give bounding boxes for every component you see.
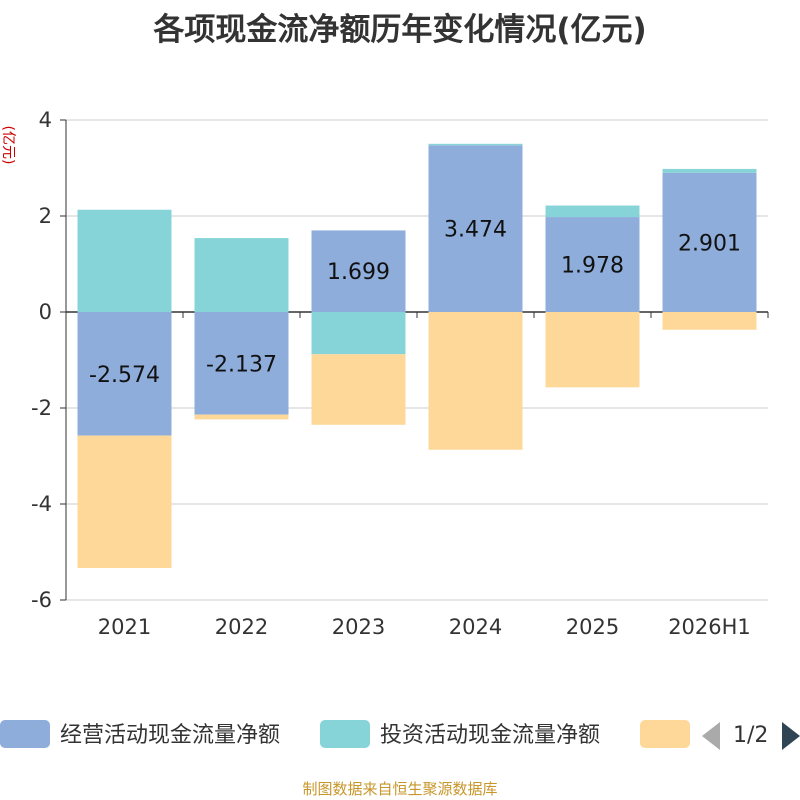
legend-page-indicator: 1/2 <box>733 723 768 748</box>
legend-swatch-3[interactable] <box>640 720 690 748</box>
bar-series-2-2021[interactable] <box>77 209 172 312</box>
bar-series-3-2021[interactable] <box>77 435 172 569</box>
bar-series-3-2025[interactable] <box>545 312 640 388</box>
data-label-2026H1: 2.901 <box>678 231 741 256</box>
data-source-note: 制图数据来自恒生聚源数据库 <box>302 780 498 798</box>
x-tick-label-2026H1: 2026H1 <box>668 615 751 639</box>
legend-next-page-icon[interactable] <box>782 722 800 750</box>
legend-swatch-1[interactable] <box>0 720 50 748</box>
y-tick-label: 0 <box>39 300 52 324</box>
data-label-2025: 1.978 <box>561 254 624 279</box>
bar-series-1-2024[interactable] <box>428 145 523 312</box>
bar-series-2-2026H1[interactable] <box>662 168 757 173</box>
bar-series-2-2023[interactable] <box>311 312 406 355</box>
data-label-2021: -2.574 <box>89 363 160 388</box>
legend-label-2[interactable]: 投资活动现金流量净额 <box>380 723 600 748</box>
legend-prev-page-icon[interactable] <box>702 722 720 750</box>
x-tick-label-2024: 2024 <box>449 615 502 639</box>
x-tick-label-2023: 2023 <box>332 615 385 639</box>
legend-label-1[interactable]: 经营活动现金流量净额 <box>60 723 280 748</box>
x-tick-label-2022: 2022 <box>215 615 268 639</box>
bar-series-2-2025[interactable] <box>545 205 640 218</box>
data-label-2023: 1.699 <box>327 260 390 285</box>
y-tick-label: -2 <box>31 396 52 420</box>
bar-series-1-2026H1[interactable] <box>662 172 757 312</box>
axes: 4 2 0 -2 -4 -6 (亿元) 2021 2022 2023 2024 2025 2026H1 <box>0 108 769 639</box>
bar-series-1-2022[interactable] <box>194 312 289 415</box>
legend-swatch-2[interactable] <box>320 720 370 748</box>
bar-series-3-2023[interactable] <box>311 354 406 425</box>
data-label-2022: -2.137 <box>206 352 277 377</box>
data-labels: -2.574 -2.137 1.699 3.474 1.978 2.901 <box>89 218 741 388</box>
x-tick-label-2021: 2021 <box>98 615 151 639</box>
data-label-2024: 3.474 <box>444 218 507 243</box>
bar-series-3-2026H1[interactable] <box>662 312 757 330</box>
bar-series-1-2023[interactable] <box>311 230 406 312</box>
bar-series-1-2021[interactable] <box>77 312 172 436</box>
x-tick-label-2025: 2025 <box>566 615 619 639</box>
y-tick-label: 4 <box>39 108 52 132</box>
bar-series-3-2024[interactable] <box>428 312 523 450</box>
bars <box>77 143 757 569</box>
bar-series-2-2022[interactable] <box>194 238 289 312</box>
y-axis-unit-label: (亿元) <box>0 126 16 165</box>
y-tick-label: -4 <box>31 492 52 516</box>
bar-series-2-2024[interactable] <box>428 143 523 146</box>
chart-title: 各项现金流净额历年变化情况(亿元) <box>153 12 647 48</box>
legend: 经营活动现金流量净额 投资活动现金流量净额 1/2 <box>0 720 800 750</box>
bar-series-1-2025[interactable] <box>545 217 640 312</box>
bar-series-3-2022[interactable] <box>194 414 289 420</box>
y-tick-label: 2 <box>39 204 52 228</box>
y-tick-label: -6 <box>31 588 52 612</box>
